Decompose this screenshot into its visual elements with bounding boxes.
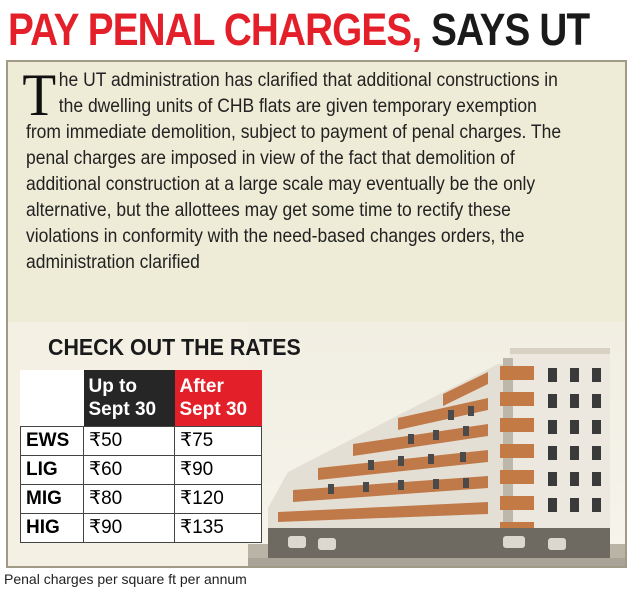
- category-cell: HIG: [20, 513, 84, 543]
- category-cell: MIG: [20, 484, 84, 514]
- upto-rate-cell: ₹60: [83, 455, 175, 485]
- upto-rate-cell: ₹90: [83, 513, 175, 543]
- category-cell: LIG: [20, 455, 84, 485]
- upto-rate-cell: ₹50: [83, 426, 175, 456]
- category-cell: EWS: [20, 426, 84, 456]
- article-text: he UT administration has clarified that …: [26, 70, 562, 273]
- apartment-building-photo: [248, 348, 625, 566]
- after-rate-cell: ₹135: [174, 513, 262, 543]
- headline: PAY PENAL CHARGES, SAYS UT: [8, 2, 590, 58]
- rates-header-row: Up to Sept 30 After Sept 30: [21, 370, 262, 427]
- header-after: After Sept 30: [174, 370, 262, 427]
- article-body: T he UT administration has clarified tha…: [22, 65, 569, 276]
- header-after-line2: Sept 30: [179, 399, 248, 420]
- upto-rate-cell: ₹80: [83, 484, 175, 514]
- rates-title: CHECK OUT THE RATES: [48, 334, 301, 360]
- after-rate-cell: ₹120: [174, 484, 262, 514]
- after-rate-cell: ₹75: [174, 426, 262, 456]
- drop-cap: T: [22, 62, 57, 128]
- table-row: LIG ₹60 ₹90: [20, 455, 262, 485]
- header-blank-cell: [21, 370, 84, 427]
- header-after-line1: After: [179, 376, 224, 397]
- headline-black-part: SAYS UT: [431, 4, 590, 55]
- header-upto-line1: Up to: [88, 376, 138, 397]
- after-rate-cell: ₹90: [174, 455, 262, 485]
- caption: Penal charges per square ft per annum: [4, 571, 247, 587]
- story-panel: T he UT administration has clarified tha…: [6, 60, 627, 568]
- header-upto-line2: Sept 30: [88, 399, 157, 420]
- table-row: HIG ₹90 ₹135: [20, 513, 262, 543]
- rates-section: CHECK OUT THE RATES Up to Sept 30 After …: [8, 322, 625, 566]
- table-row: MIG ₹80 ₹120: [20, 484, 262, 514]
- header-upto: Up to Sept 30: [83, 370, 175, 427]
- table-row: EWS ₹50 ₹75: [20, 426, 262, 456]
- headline-red-part: PAY PENAL CHARGES,: [8, 4, 422, 55]
- rates-table: Up to Sept 30 After Sept 30 EWS ₹50 ₹75 …: [20, 370, 262, 543]
